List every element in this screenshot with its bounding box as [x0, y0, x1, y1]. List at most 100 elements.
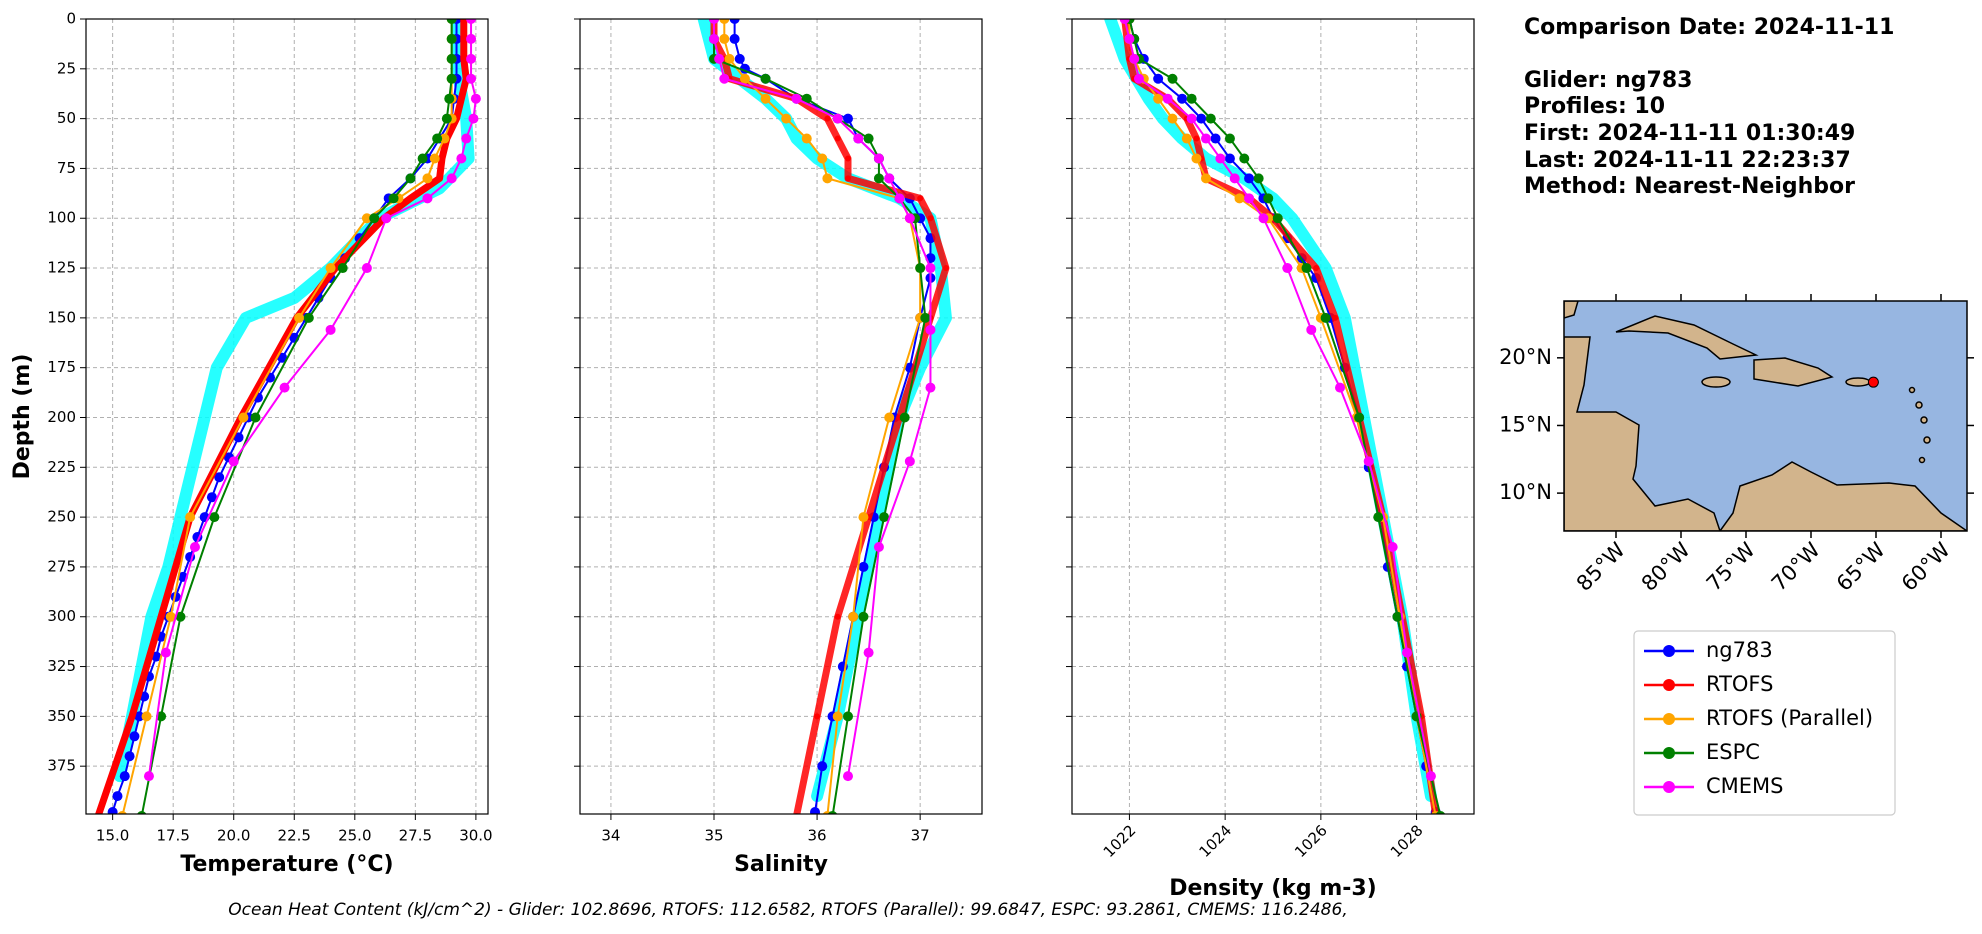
marker	[729, 33, 740, 44]
marker	[456, 153, 467, 164]
mexico	[1564, 301, 1579, 319]
marker	[303, 312, 314, 323]
marker	[228, 456, 239, 467]
marker	[1425, 771, 1436, 782]
marker	[1320, 312, 1331, 323]
marker	[853, 133, 864, 144]
marker	[904, 213, 915, 224]
marker	[1263, 193, 1274, 204]
marker	[1177, 93, 1188, 104]
marker	[438, 155, 445, 162]
marker	[1124, 33, 1135, 44]
marker	[165, 611, 176, 622]
marker	[206, 492, 217, 503]
marker	[920, 312, 931, 323]
marker	[1129, 53, 1140, 64]
marker	[446, 73, 457, 84]
marker	[845, 175, 851, 182]
island	[1915, 401, 1923, 409]
marker	[361, 213, 372, 224]
glider-location	[1867, 376, 1879, 388]
marker	[1244, 193, 1255, 204]
marker	[1373, 512, 1384, 523]
legend-label: CMEMS	[1706, 774, 1784, 798]
marker	[1332, 314, 1339, 321]
marker	[845, 155, 851, 162]
marker	[461, 133, 472, 144]
marker	[1282, 263, 1293, 274]
x-tick-label: 20.0	[217, 827, 250, 845]
marker	[927, 215, 934, 222]
marker	[432, 133, 443, 144]
marker	[1186, 93, 1197, 104]
map-y-tick-label: 15°N	[1499, 412, 1552, 436]
x-tick-label: 25.0	[338, 827, 371, 845]
cuba	[1615, 315, 1759, 360]
marker	[466, 19, 477, 24]
marker	[810, 807, 821, 814]
marker	[1153, 93, 1164, 104]
profile-cloud	[1104, 19, 1437, 803]
marker	[129, 713, 136, 720]
marker	[119, 771, 130, 782]
x-tick-label: 1022	[1100, 821, 1140, 861]
y-tick-label: 0	[66, 10, 76, 28]
legend-marker	[1663, 713, 1675, 725]
marker	[1272, 213, 1283, 224]
marker	[858, 512, 869, 523]
map-x-tick-label: 75°W	[1702, 538, 1760, 596]
profile-cloud	[710, 19, 950, 814]
marker	[827, 810, 838, 814]
marker	[858, 611, 869, 622]
marker	[1134, 73, 1144, 84]
marker	[1239, 153, 1250, 164]
marker	[760, 73, 771, 84]
marker	[1402, 647, 1412, 658]
marker	[915, 263, 926, 274]
marker	[781, 113, 792, 124]
marker	[1193, 135, 1200, 142]
marker	[429, 153, 440, 164]
marker	[422, 193, 433, 204]
marker	[863, 647, 874, 658]
footer: Ocean Heat Content (kJ/cm^2) - Glider: 1…	[228, 900, 1347, 920]
marker	[446, 173, 457, 184]
marker	[824, 115, 831, 122]
marker	[739, 73, 750, 84]
info-line: Method: Nearest-Neighbor	[1524, 174, 1855, 199]
marker	[925, 382, 936, 393]
x-tick-label: 35	[704, 827, 723, 845]
marker	[884, 412, 895, 423]
marker	[129, 731, 140, 742]
marker	[760, 93, 771, 104]
marker	[112, 791, 123, 802]
y-tick-label: 325	[47, 657, 76, 675]
marker	[361, 263, 372, 274]
marker	[388, 193, 399, 204]
marker	[884, 173, 895, 184]
marker	[209, 512, 220, 523]
marker	[814, 713, 821, 720]
marker	[1392, 611, 1403, 622]
map-x-tick-label: 85°W	[1572, 538, 1630, 596]
marker	[439, 133, 450, 144]
y-tick-label: 100	[47, 209, 76, 227]
marker	[436, 175, 443, 182]
marker	[381, 213, 392, 224]
plot-area	[697, 19, 952, 814]
island	[1920, 416, 1928, 424]
marker	[729, 19, 740, 24]
marker	[834, 613, 841, 620]
axes-frame	[579, 18, 983, 815]
marker	[1335, 382, 1345, 393]
marker	[1167, 73, 1178, 84]
marker	[1162, 93, 1173, 104]
marker	[848, 611, 859, 622]
map-x-tick-label: 70°W	[1767, 538, 1825, 596]
marker	[143, 771, 154, 782]
marker	[719, 19, 730, 24]
x-tick-label: 30.0	[459, 827, 492, 845]
marker	[117, 810, 127, 814]
x-tick-label: 37	[911, 827, 930, 845]
marker	[185, 512, 196, 523]
